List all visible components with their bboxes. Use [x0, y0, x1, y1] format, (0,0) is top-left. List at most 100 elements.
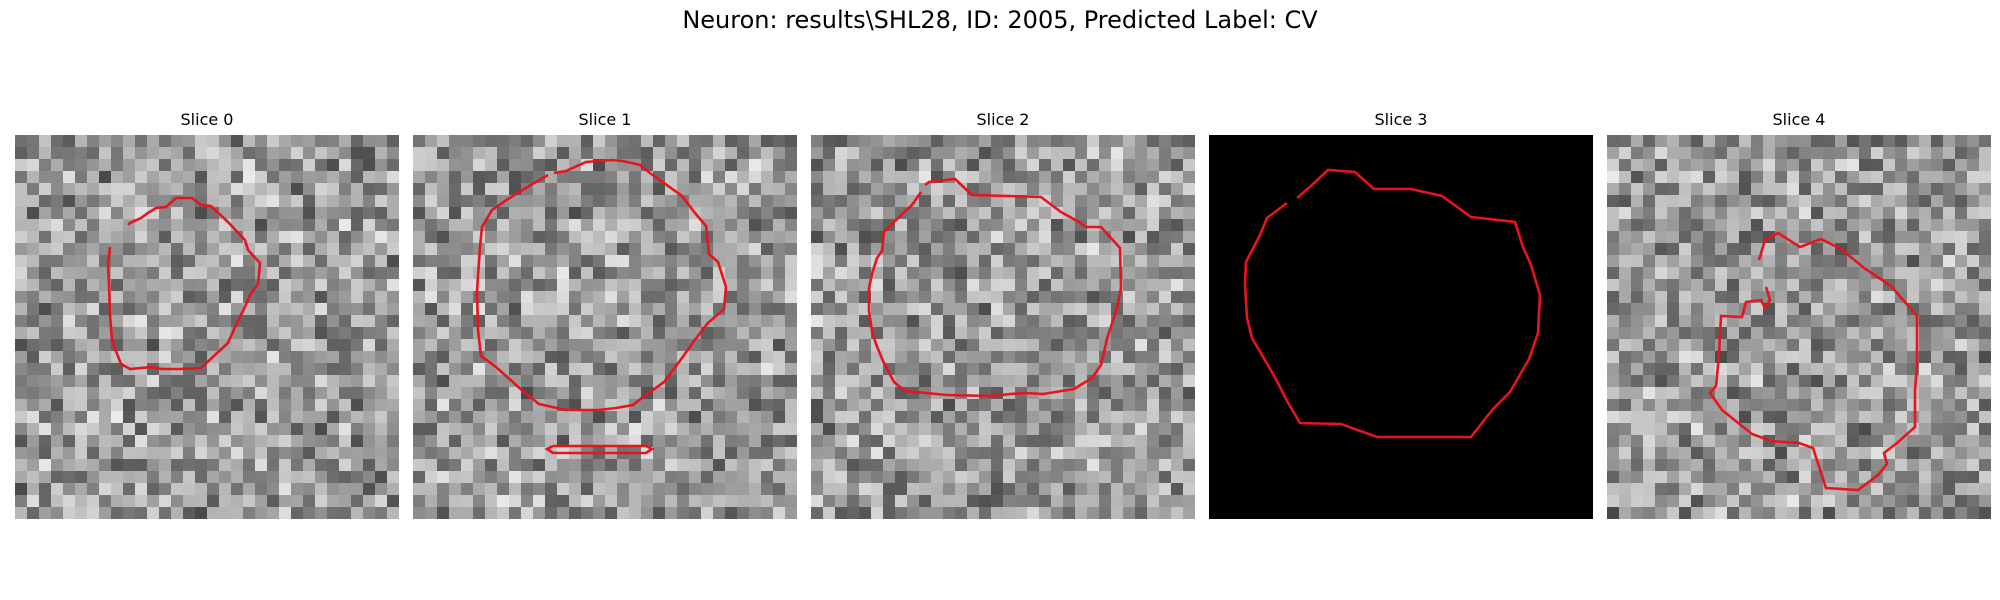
image-pixel	[811, 171, 824, 184]
image-pixel	[449, 471, 462, 484]
image-pixel	[1727, 495, 1740, 508]
image-pixel	[351, 207, 364, 220]
image-pixel	[1643, 459, 1656, 472]
image-pixel	[111, 375, 124, 388]
image-pixel	[1051, 195, 1064, 208]
image-pixel	[557, 471, 570, 484]
image-pixel	[737, 135, 750, 148]
image-pixel	[641, 459, 654, 472]
image-pixel	[437, 447, 450, 460]
image-pixel	[111, 459, 124, 472]
image-pixel	[847, 423, 860, 436]
image-pixel	[1703, 483, 1716, 496]
image-pixel	[351, 459, 364, 472]
image-pixel	[1183, 147, 1195, 160]
image-pixel	[1159, 471, 1172, 484]
image-pixel	[413, 483, 426, 496]
image-pixel	[1763, 255, 1776, 268]
image-pixel	[701, 207, 714, 220]
image-pixel	[521, 315, 534, 328]
panel-title: Slice 1	[578, 110, 632, 129]
image-pixel	[1775, 375, 1788, 388]
image-pixel	[1147, 495, 1160, 508]
image-pixel	[1727, 375, 1740, 388]
image-pixel	[147, 171, 160, 184]
image-pixel	[1015, 435, 1028, 448]
image-pixel	[785, 207, 797, 220]
image-pixel	[1955, 411, 1968, 424]
image-pixel	[171, 495, 184, 508]
image-pixel	[497, 243, 510, 256]
image-pixel	[895, 459, 908, 472]
image-pixel	[1739, 267, 1752, 280]
image-pixel	[219, 387, 232, 400]
image-pixel	[135, 471, 148, 484]
image-pixel	[1811, 291, 1824, 304]
image-pixel	[461, 291, 474, 304]
image-pixel	[533, 387, 546, 400]
image-pixel	[581, 231, 594, 244]
image-pixel	[1631, 243, 1644, 256]
image-pixel	[1919, 423, 1932, 436]
image-pixel	[51, 375, 64, 388]
image-pixel	[231, 459, 244, 472]
image-pixel	[967, 279, 980, 292]
image-pixel	[15, 447, 28, 460]
image-pixel	[991, 399, 1004, 412]
image-pixel	[1715, 495, 1728, 508]
image-pixel	[907, 159, 920, 172]
image-pixel	[75, 159, 88, 172]
image-pixel	[1075, 207, 1088, 220]
image-pixel	[1183, 399, 1195, 412]
image-pixel	[1907, 171, 1920, 184]
image-pixel	[195, 459, 208, 472]
image-pixel	[87, 171, 100, 184]
image-pixel	[847, 327, 860, 340]
image-pixel	[701, 471, 714, 484]
image-pixel	[1895, 279, 1908, 292]
image-pixel	[533, 471, 546, 484]
image-pixel	[521, 135, 534, 148]
image-pixel	[1703, 399, 1716, 412]
image-pixel	[1799, 351, 1812, 364]
image-pixel	[895, 183, 908, 196]
image-pixel	[1015, 135, 1028, 148]
image-pixel	[327, 351, 340, 364]
image-pixel	[375, 327, 388, 340]
image-pixel	[713, 447, 726, 460]
image-pixel	[219, 243, 232, 256]
image-pixel	[63, 399, 76, 412]
image-pixel	[461, 255, 474, 268]
image-pixel	[171, 231, 184, 244]
image-pixel	[533, 435, 546, 448]
image-pixel	[291, 507, 304, 519]
image-pixel	[1015, 279, 1028, 292]
image-pixel	[1099, 135, 1112, 148]
image-pixel	[931, 279, 944, 292]
image-pixel	[761, 375, 774, 388]
image-pixel	[243, 135, 256, 148]
image-pixel	[665, 135, 678, 148]
image-pixel	[605, 507, 618, 519]
image-pixel	[545, 303, 558, 316]
image-pixel	[1607, 207, 1620, 220]
image-pixel	[641, 471, 654, 484]
image-pixel	[967, 147, 980, 160]
image-pixel	[413, 339, 426, 352]
image-pixel	[1159, 363, 1172, 376]
image-pixel	[1015, 171, 1028, 184]
image-pixel	[255, 507, 268, 519]
image-pixel	[1679, 159, 1692, 172]
image-pixel	[51, 423, 64, 436]
image-pixel	[785, 267, 797, 280]
image-pixel	[183, 495, 196, 508]
image-pixel	[147, 303, 160, 316]
image-pixel	[351, 495, 364, 508]
image-pixel	[677, 471, 690, 484]
image-pixel	[521, 339, 534, 352]
image-pixel	[871, 291, 884, 304]
image-pixel	[1099, 207, 1112, 220]
image-pixel	[339, 231, 352, 244]
image-pixel	[1763, 375, 1776, 388]
image-pixel	[991, 207, 1004, 220]
